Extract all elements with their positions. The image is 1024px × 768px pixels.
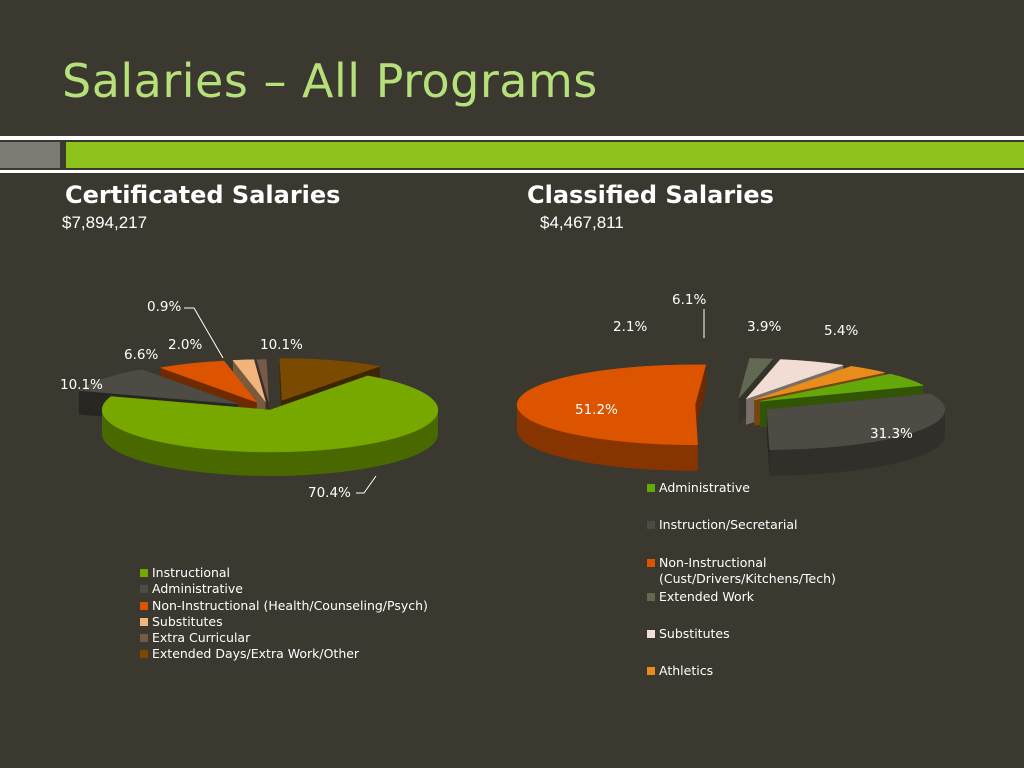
legend-label: Extended Days/Extra Work/Other	[152, 646, 360, 662]
legend-label: Extended Work	[659, 589, 754, 604]
classified-total: $4,467,811	[540, 213, 624, 232]
pie-slice	[754, 366, 885, 401]
pie-slice	[760, 373, 925, 402]
pie-slice-cut-wall	[695, 364, 706, 431]
legend-label: Substitutes	[659, 626, 730, 641]
legend-item: Non-Instructional (Health/Counseling/Psy…	[140, 598, 428, 614]
data-label: 2.1%	[613, 319, 647, 335]
data-label: 5.4%	[824, 323, 858, 339]
legend-swatch	[140, 569, 148, 577]
legend-swatch	[140, 650, 148, 659]
legend-label: Extra Curricular	[152, 630, 251, 646]
legend-item: Substitutes	[140, 614, 428, 630]
pie-slice	[738, 358, 774, 399]
slide-title: Salaries – All Programs	[62, 54, 598, 108]
legend-swatch	[140, 585, 148, 594]
legend-item: Administrative	[647, 480, 877, 496]
legend-swatch	[140, 634, 148, 643]
legend-item: Non-Instructional (Cust/Drivers/Kitchens…	[647, 555, 877, 587]
pie-slice	[159, 360, 258, 403]
legend-label: Non-Instructional (Cust/Drivers/Kitchens…	[659, 555, 836, 586]
legend-label: Instructional	[152, 565, 231, 580]
data-label: 10.1%	[60, 377, 103, 393]
legend-swatch	[647, 559, 655, 567]
data-label: 2.0%	[168, 337, 202, 353]
data-label: 51.2%	[575, 402, 618, 418]
legend-label: Administrative	[152, 581, 243, 597]
pie-slice-side	[769, 409, 945, 476]
legend-item: Athletics	[647, 663, 877, 679]
legend-swatch	[647, 630, 655, 638]
legend-swatch	[140, 617, 148, 626]
pie-slice	[256, 359, 269, 402]
pie-slice	[78, 369, 239, 405]
legend-item: Instruction/Secretarial	[647, 517, 877, 533]
certificated-pie	[78, 358, 439, 476]
pie-slice	[516, 364, 707, 446]
leader-line	[184, 307, 224, 359]
certificated-data-labels: 70.4% 10.1% 6.6% 2.0% 0.9% 10.1%	[60, 299, 377, 501]
data-label: 3.9%	[747, 319, 781, 335]
classified-heading: Classified Salaries	[527, 181, 774, 209]
certificated-total: $7,894,217	[62, 213, 148, 232]
legend-label: Athletics	[659, 663, 714, 678]
divider-top	[0, 136, 1024, 140]
divider-bottom	[0, 170, 1024, 173]
accent-bar	[66, 142, 1024, 168]
pie-slice	[766, 393, 946, 450]
data-label: 6.1%	[672, 292, 706, 308]
pie-slice	[279, 358, 381, 401]
legend-item: Instructional	[140, 565, 428, 581]
data-label: 6.6%	[124, 347, 158, 363]
pie-slice	[232, 359, 266, 402]
legend-swatch	[647, 521, 655, 529]
classified-legend: Administrative Instruction/Secretarial Non…	[647, 480, 877, 679]
pie-slice-side	[517, 404, 698, 471]
legend-item: Extra Curricular	[140, 630, 428, 646]
pie-slice	[101, 375, 439, 453]
legend-label: Instruction/Secretarial	[659, 517, 798, 532]
certificated-legend: Instructional Administrative Non-Instructi…	[140, 565, 428, 663]
pie-slice-side	[102, 410, 438, 476]
accent-block	[0, 142, 60, 168]
pie-slice-cut-wall	[766, 409, 770, 476]
leader-line	[356, 475, 377, 494]
legend-swatch	[140, 601, 148, 610]
legend-item: Extended Days/Extra Work/Other	[140, 646, 428, 662]
certificated-heading: Certificated Salaries	[65, 181, 341, 209]
legend-item: Substitutes	[647, 626, 877, 642]
legend-swatch	[647, 667, 655, 675]
data-label: 31.3%	[870, 426, 913, 442]
data-label: 10.1%	[260, 337, 303, 353]
data-label: 70.4%	[308, 485, 351, 501]
legend-label: Non-Instructional (Health/Counseling/Psy…	[152, 597, 428, 613]
legend-swatch	[647, 593, 655, 601]
pie-slice	[745, 359, 844, 400]
data-label: 0.9%	[147, 299, 181, 315]
legend-item: Administrative	[140, 581, 428, 597]
classified-data-labels: 5.4% 31.3% 51.2% 2.1% 6.1% 3.9%	[575, 292, 913, 442]
legend-label: Substitutes	[152, 613, 223, 629]
legend-label: Administrative	[659, 480, 750, 495]
legend-swatch	[647, 484, 655, 492]
classified-pie	[516, 358, 946, 476]
legend-item: Extended Work	[647, 589, 877, 605]
